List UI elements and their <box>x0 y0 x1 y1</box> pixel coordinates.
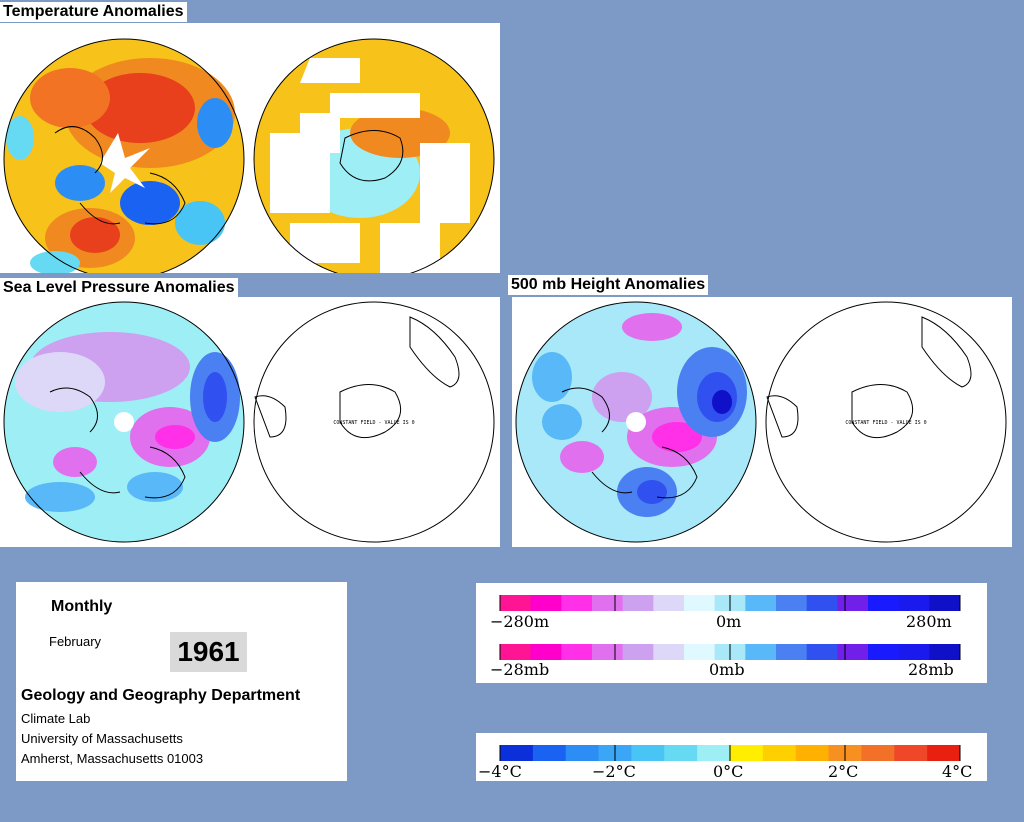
pressure-scale-swatch-12 <box>868 644 900 660</box>
pressure-scale-swatch-6 <box>684 644 716 660</box>
temperature-scale <box>499 745 961 761</box>
height-scale-swatch-2 <box>561 595 593 611</box>
temperature-scale-swatch-1 <box>532 745 567 761</box>
pressure-scale-swatch-9 <box>776 644 808 660</box>
slp-title: Sea Level Pressure Anomalies <box>0 278 238 298</box>
height-scale-swatch-4 <box>622 595 654 611</box>
slp-maps: CONSTANT FIELD - VALUE IS 0 <box>3 301 495 543</box>
height-scale-swatch-1 <box>530 595 562 611</box>
pressure-scale-swatch-4 <box>622 644 654 660</box>
pressure-scale-swatch-5 <box>653 644 685 660</box>
height-max-label: 280m <box>906 612 952 631</box>
temperature-scale-swatch-4 <box>631 745 665 761</box>
temperature-scale-swatch-9 <box>795 745 830 761</box>
temperature-scale-swatch-5 <box>664 745 698 761</box>
slp-map-panel: CONSTANT FIELD - VALUE IS 0 <box>0 297 500 547</box>
temperature-map-panel <box>0 23 500 273</box>
address: Amherst, Massachusetts 01003 <box>21 751 204 766</box>
pressure-scale-swatch-8 <box>745 644 777 660</box>
height-min-label: −280m <box>490 612 550 631</box>
temperature-south-hemisphere <box>253 38 495 273</box>
temp-label-2: 2°C <box>828 762 859 781</box>
height-scale-swatch-14 <box>929 595 961 611</box>
temperature-north-hemisphere <box>3 38 245 273</box>
height-scale-swatch-5 <box>653 595 685 611</box>
height-scale-swatch-10 <box>806 595 838 611</box>
temperature-scale-swatch-11 <box>861 745 895 761</box>
temp-label-0: 0°C <box>713 762 744 781</box>
height-scale-swatch-6 <box>684 595 716 611</box>
pressure-scale-swatch-3 <box>592 644 624 660</box>
height-scale-swatch-3 <box>592 595 624 611</box>
height-map-panel: CONSTANT FIELD - VALUE IS 0 <box>512 297 1012 547</box>
slp-constant-note: CONSTANT FIELD - VALUE IS 0 <box>333 420 414 426</box>
temperature-scale-swatch-6 <box>697 745 731 761</box>
temp-label-minus2: −2°C <box>592 762 636 781</box>
height-scale-swatch-8 <box>745 595 777 611</box>
temperature-scale-swatch-0 <box>500 745 534 761</box>
slp-south-hemisphere: CONSTANT FIELD - VALUE IS 0 <box>253 301 495 543</box>
height-mid-label: 0m <box>716 612 742 631</box>
pressure-scale-swatch-2 <box>561 644 593 660</box>
height-pressure-legend: −280m 0m 280m −28mb 0mb 28mb <box>476 583 987 683</box>
pressure-scale-swatch-0 <box>500 644 532 660</box>
height-scale-swatch-0 <box>500 595 532 611</box>
lab-name: Climate Lab <box>21 711 91 726</box>
temperature-scale-swatch-8 <box>762 745 797 761</box>
temperature-scale-swatch-7 <box>730 745 764 761</box>
temp-label-minus4: −4°C <box>478 762 522 781</box>
height-maps: CONSTANT FIELD - VALUE IS 0 <box>515 301 1007 543</box>
pressure-color-scale <box>499 644 961 660</box>
pressure-max-label: 28mb <box>908 660 954 679</box>
height-north-hemisphere <box>515 301 757 543</box>
info-panel: Monthly February 1961 Geology and Geogra… <box>16 582 347 781</box>
temperature-scale-swatch-12 <box>894 745 928 761</box>
height-scale-swatch-9 <box>776 595 808 611</box>
year-display: 1961 <box>170 632 247 672</box>
height-scale-swatch-12 <box>868 595 900 611</box>
height-pressure-scale <box>499 595 961 660</box>
university-name: University of Massachusetts <box>21 731 183 746</box>
height-scale-swatch-11 <box>837 595 869 611</box>
department-name: Geology and Geography Department <box>21 687 301 704</box>
height-south-hemisphere: CONSTANT FIELD - VALUE IS 0 <box>765 301 1007 543</box>
temperature-maps <box>3 38 495 273</box>
pressure-mid-label: 0mb <box>709 660 745 679</box>
month-label: February <box>49 634 102 649</box>
pressure-min-label: −28mb <box>490 660 550 679</box>
temperature-legend: −4°C −2°C 0°C 2°C 4°C <box>476 733 987 781</box>
pressure-scale-swatch-13 <box>898 644 930 660</box>
temperature-scale-swatch-13 <box>927 745 961 761</box>
pressure-scale-swatch-11 <box>837 644 869 660</box>
period-label: Monthly <box>51 598 113 615</box>
slp-north-hemisphere <box>3 301 245 543</box>
pressure-scale-swatch-14 <box>929 644 961 660</box>
height-constant-note: CONSTANT FIELD - VALUE IS 0 <box>845 420 926 426</box>
temperature-title: Temperature Anomalies <box>0 2 187 22</box>
pressure-scale-swatch-1 <box>530 644 562 660</box>
pressure-scale-swatch-10 <box>806 644 838 660</box>
height-color-scale <box>499 595 961 611</box>
height-scale-swatch-13 <box>898 595 930 611</box>
temperature-scale-swatch-2 <box>565 745 600 761</box>
height-title: 500 mb Height Anomalies <box>508 275 709 295</box>
temp-label-4: 4°C <box>942 762 973 781</box>
temperature-color-scale <box>499 745 961 761</box>
